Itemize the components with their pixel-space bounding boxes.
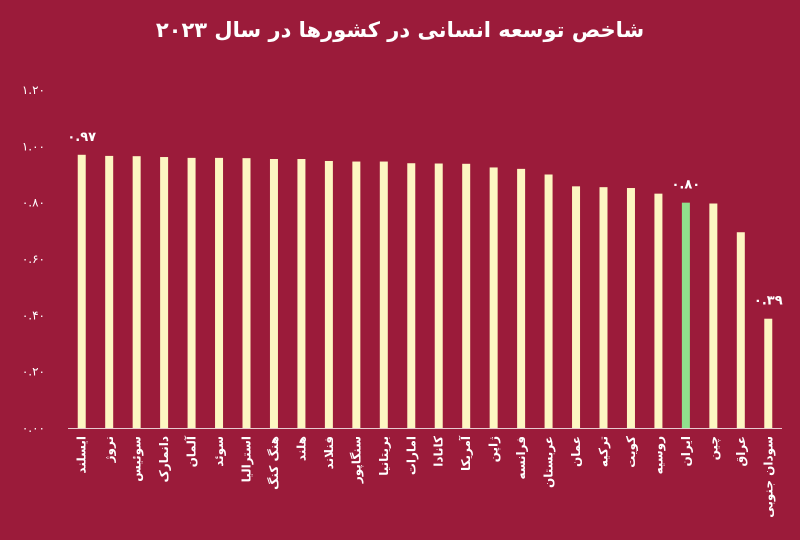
data-label: ۰.۹۷ xyxy=(67,130,96,145)
x-tick-label: هلند xyxy=(294,436,308,461)
x-tick-label: ایران xyxy=(679,436,693,466)
data-label: ۰.۸۰ xyxy=(672,178,701,193)
bar xyxy=(736,232,745,428)
chart-title: شاخص توسعه انسانی در کشورها در سال ۲۰۲۳ xyxy=(155,18,645,42)
data-label: ۰.۳۹ xyxy=(754,294,783,309)
x-tick-label: سنگاپور xyxy=(349,436,364,484)
bar xyxy=(462,163,471,428)
bar xyxy=(160,157,169,428)
bar xyxy=(187,157,196,429)
bar xyxy=(544,174,553,428)
bar xyxy=(77,154,86,429)
bar xyxy=(572,186,581,428)
y-tick-label: ۰.۴۰ xyxy=(22,308,45,322)
x-tick-label: روسیه xyxy=(651,436,666,474)
bar xyxy=(599,187,608,428)
bar xyxy=(324,160,333,429)
x-tick-label: ایسلند xyxy=(75,436,89,474)
x-tick-label: عمان xyxy=(569,436,583,467)
x-tick-label: سوئیس xyxy=(130,436,145,482)
x-tick-label: فنلاند xyxy=(322,436,336,469)
x-tick-label: سودان جنوبی xyxy=(761,436,776,518)
x-tick-label: چین xyxy=(706,436,720,460)
y-tick-label: ۱.۰۰ xyxy=(22,139,45,153)
x-tick-label: سوئد xyxy=(212,436,227,467)
x-tick-label: ترکیه xyxy=(597,436,611,467)
bar xyxy=(434,163,443,428)
x-tick-label: عربستان xyxy=(542,436,556,488)
x-tick-label: استرالیا xyxy=(240,436,254,482)
bar xyxy=(709,203,718,428)
bar xyxy=(105,155,114,428)
bar xyxy=(269,159,278,428)
x-tick-label: ژاپن xyxy=(487,436,501,462)
y-tick-label: ۰.۰۰ xyxy=(22,421,45,435)
x-tick-label: هنگ کنگ xyxy=(267,436,281,490)
bar xyxy=(132,156,141,429)
x-tick-label: فرانسه xyxy=(514,436,528,479)
bar xyxy=(379,161,388,428)
bar xyxy=(407,163,416,428)
y-tick-label: ۰.۶۰ xyxy=(22,252,45,266)
x-tick-label: بریتانیا xyxy=(377,436,391,476)
x-tick-label: نروژ xyxy=(102,436,117,463)
x-tick-label: دانمارک xyxy=(157,436,171,483)
bar xyxy=(654,193,663,428)
bar xyxy=(681,202,690,428)
bar xyxy=(352,161,361,428)
y-tick-label: ۰.۲۰ xyxy=(22,365,45,379)
bar xyxy=(242,158,251,428)
bar xyxy=(626,188,635,428)
x-tick-label: کانادا xyxy=(432,436,446,467)
bar xyxy=(215,157,224,429)
x-tick-label: عراق xyxy=(734,436,748,467)
bar xyxy=(489,167,498,429)
y-tick-label: ۱.۲۰ xyxy=(22,83,45,97)
x-tick-label: امارات xyxy=(404,436,418,475)
bar xyxy=(297,159,306,428)
x-tick-label: آمریکا xyxy=(458,435,473,471)
x-tick-label: کویت xyxy=(624,436,639,468)
x-tick-label: آلمان xyxy=(184,435,199,467)
bar xyxy=(517,168,526,428)
bar xyxy=(764,318,773,428)
y-tick-label: ۰.۸۰ xyxy=(22,196,45,210)
